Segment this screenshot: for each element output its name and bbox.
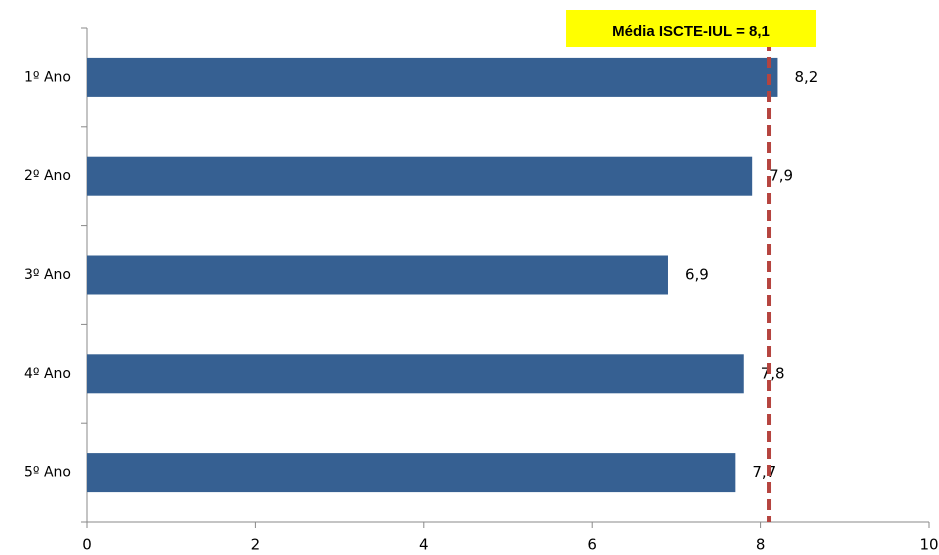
x-tick-label: 10 <box>919 536 938 554</box>
y-tick-label: 4º Ano <box>24 366 71 382</box>
x-tick-label: 2 <box>251 536 261 554</box>
data-label: 7,7 <box>752 463 776 481</box>
bar <box>87 57 778 97</box>
x-tick-label: 6 <box>587 536 597 554</box>
y-tick-label: 5º Ano <box>24 465 71 481</box>
y-tick-label: 2º Ano <box>24 168 71 184</box>
bar <box>87 156 753 196</box>
bar <box>87 453 736 493</box>
x-tick-label: 0 <box>82 536 92 554</box>
annotation-box <box>566 10 817 47</box>
y-tick-label: 1º Ano <box>24 69 71 85</box>
data-label: 7,9 <box>769 167 793 185</box>
annotation: Média ISCTE-IUL = 8,1 <box>612 23 770 40</box>
y-tick-label: 3º Ano <box>24 267 71 283</box>
data-label: 7,8 <box>761 364 785 382</box>
data-label: 6,9 <box>685 266 709 284</box>
bar <box>87 255 668 295</box>
data-label: 8,2 <box>794 68 818 86</box>
bar <box>87 354 744 394</box>
x-tick-label: 4 <box>419 536 429 554</box>
x-tick-label: 8 <box>756 536 766 554</box>
